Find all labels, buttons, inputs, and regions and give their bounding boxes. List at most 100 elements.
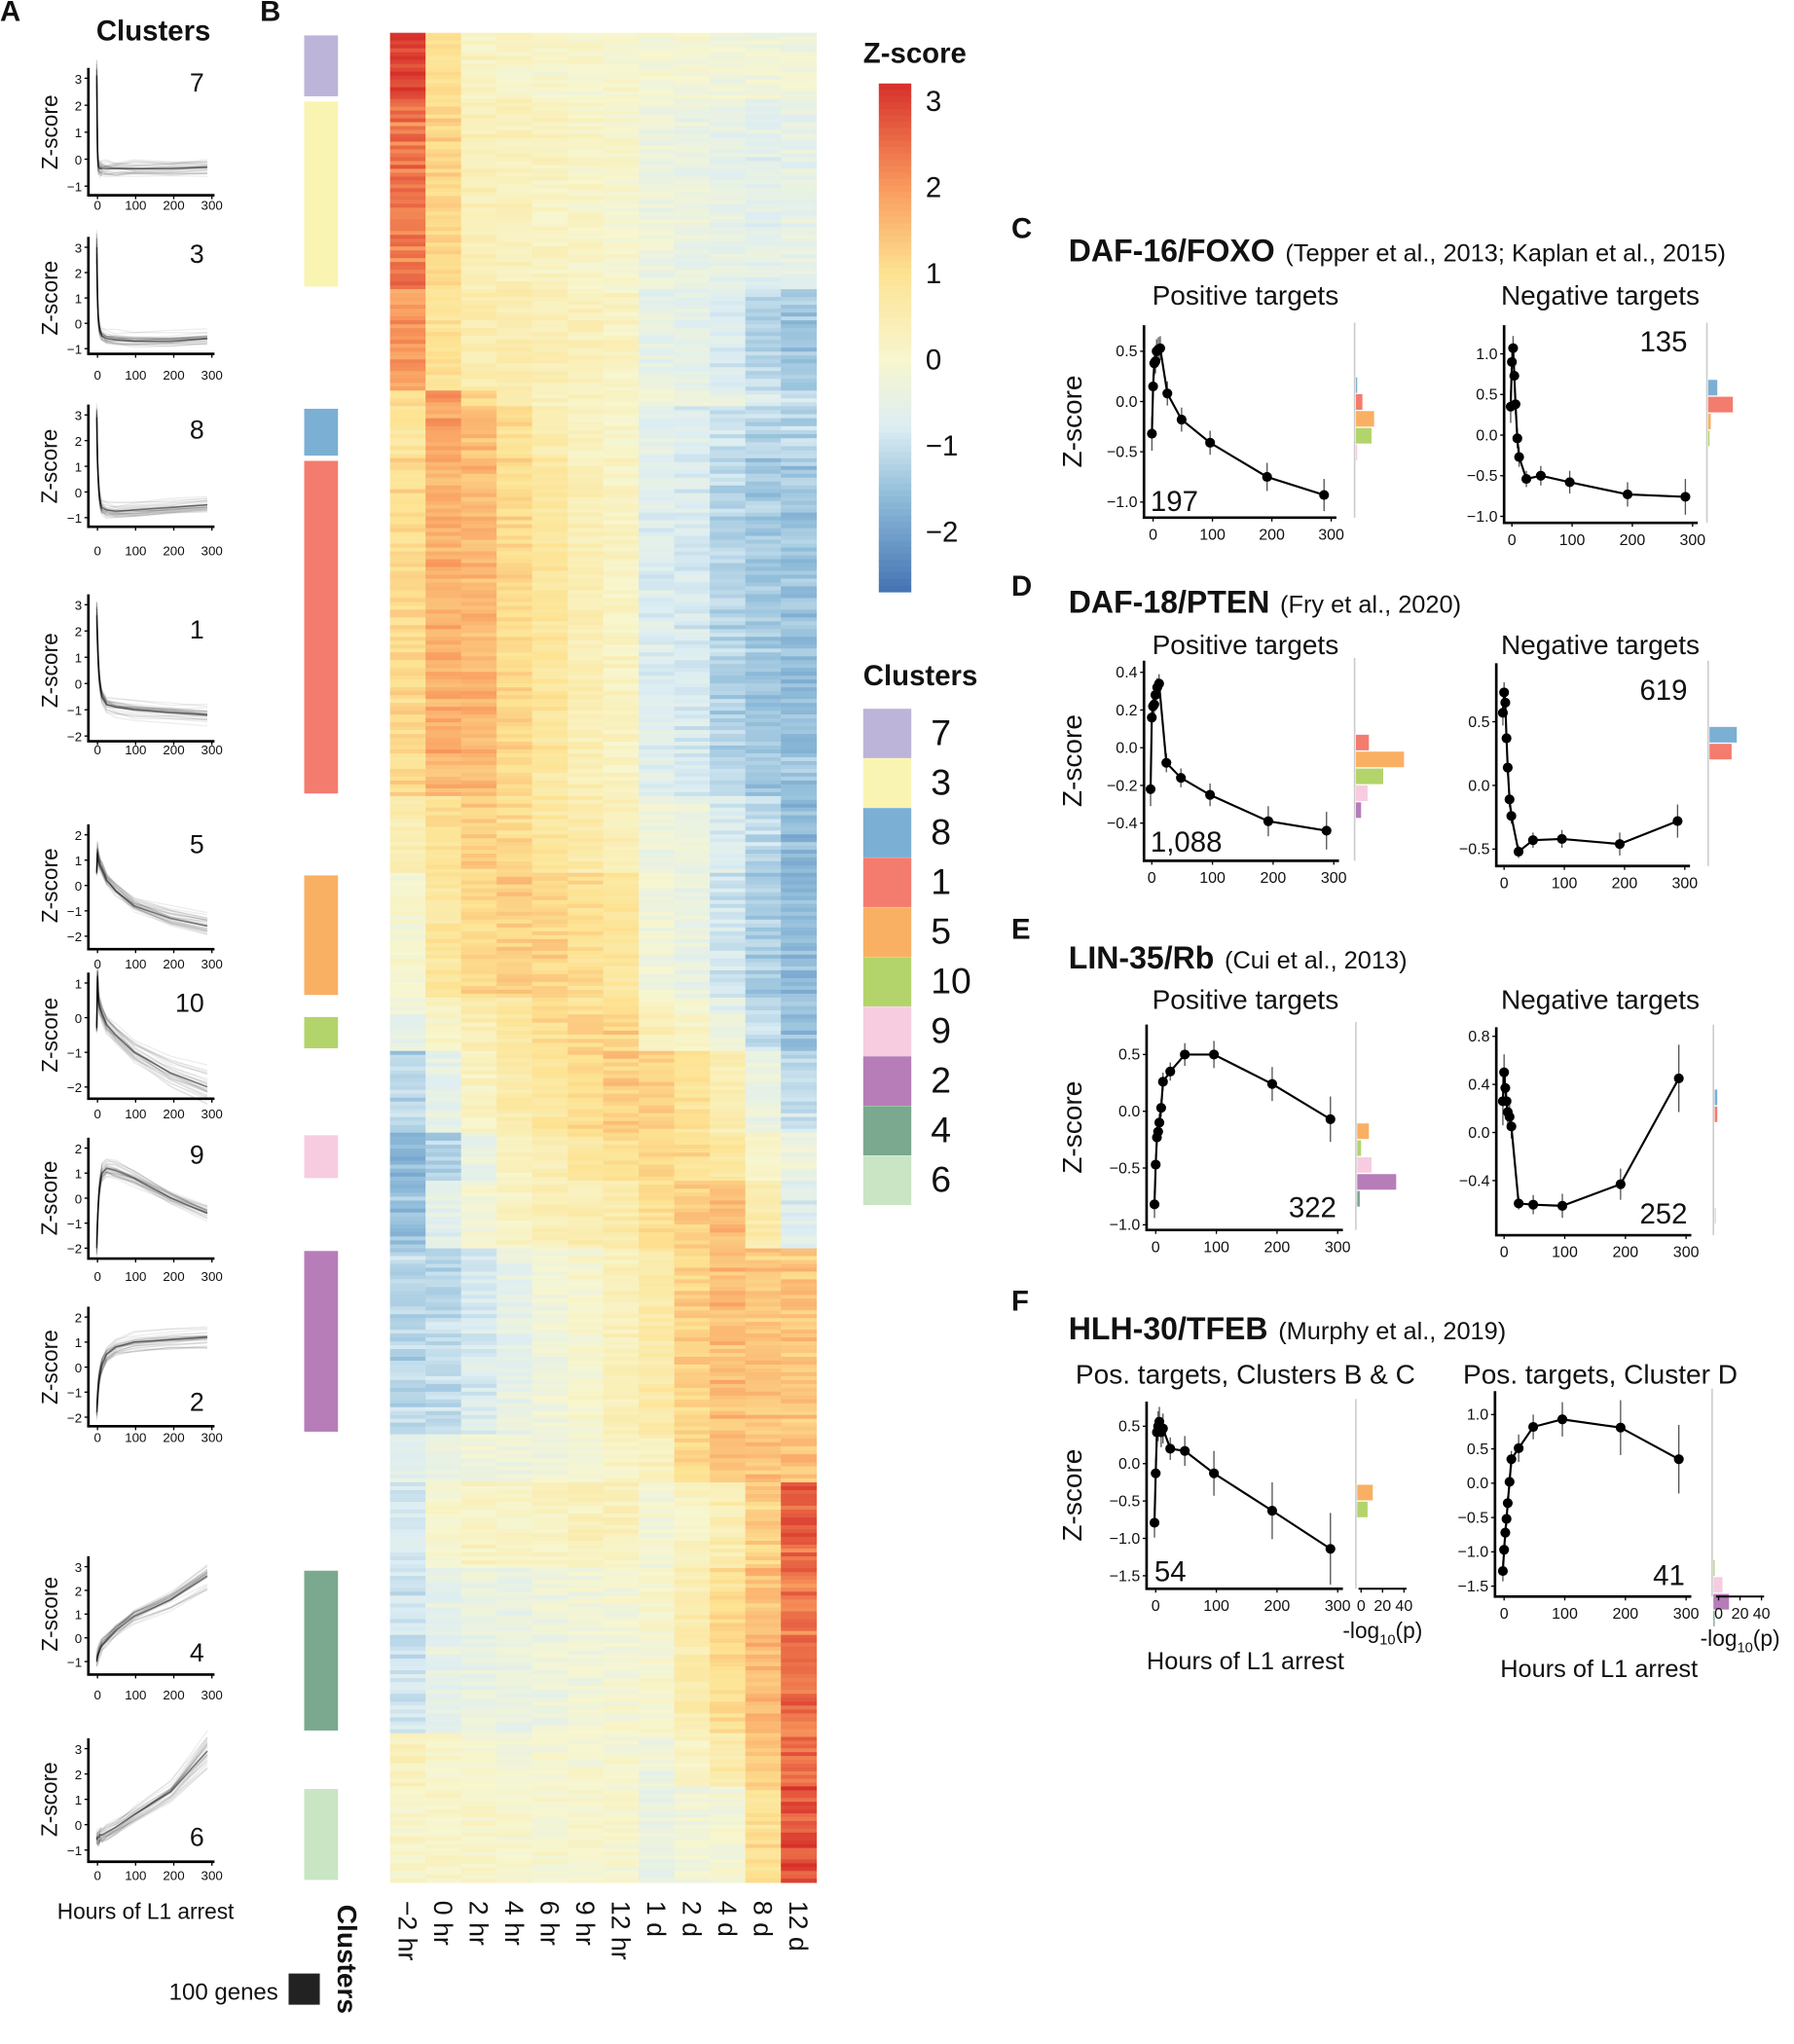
heatmap-cell (425, 1204, 462, 1210)
heatmap-cell (531, 266, 568, 271)
axis-line (87, 824, 215, 951)
heatmap-cell (674, 1410, 711, 1416)
heatmap-cell (745, 1002, 782, 1006)
heatmap-cell (710, 1314, 747, 1319)
heatmap-cell (603, 605, 640, 610)
heatmap-cell (496, 493, 533, 498)
heatmap-cell (781, 768, 818, 774)
heatmap-cell (781, 481, 818, 487)
heatmap-cell (603, 512, 640, 518)
heatmap-cell (531, 1074, 568, 1079)
heatmap-cell (639, 880, 676, 886)
heatmap-cell (389, 1196, 426, 1201)
heatmap-cell (781, 141, 818, 146)
axis-line (87, 1737, 215, 1864)
heatmap-cell (639, 683, 676, 688)
heatmap-cell (460, 324, 497, 329)
heatmap-cell (531, 598, 568, 602)
heatmap-cell (603, 485, 640, 491)
heatmap-cell (460, 1259, 497, 1264)
heatmap-cell (531, 668, 568, 673)
heatmap-cell (460, 1062, 497, 1068)
heatmap-cell (603, 730, 640, 735)
heatmap-cell (460, 854, 497, 858)
heatmap-cell (639, 59, 676, 65)
heatmap-cell (460, 289, 497, 294)
heatmap-cell (674, 126, 711, 130)
heatmap-cell (531, 1232, 568, 1237)
heatmap-cell (603, 87, 640, 92)
heatmap-cell (425, 1438, 462, 1443)
heatmap-cell (710, 83, 747, 89)
heatmap-cell (389, 1333, 426, 1338)
heatmap-cell (567, 79, 604, 85)
heatmap-cell (425, 425, 462, 431)
heatmap-cell (567, 390, 604, 395)
heatmap-cell (389, 594, 426, 599)
heatmap-cell (531, 726, 568, 731)
heatmap-cell (460, 1220, 497, 1225)
heatmap-cell (567, 826, 604, 831)
heatmap-cell (603, 1101, 640, 1107)
heatmap-cell (531, 854, 568, 858)
gene-trace (95, 840, 208, 928)
heatmap-cell (745, 876, 782, 882)
heatmap-cell (710, 838, 747, 843)
heatmap-cell (603, 1326, 640, 1331)
heatmap-cell (710, 1105, 747, 1111)
heatmap-cell (531, 872, 568, 878)
heatmap-cell (567, 590, 604, 595)
heatmap-cell (639, 989, 676, 995)
heatmap-cell (389, 176, 426, 181)
heatmap-cell (603, 211, 640, 216)
heatmap-cell (460, 344, 497, 348)
heatmap-cell (710, 993, 747, 999)
heatmap-cell (496, 942, 533, 948)
heatmap-cell (745, 1101, 782, 1107)
heatmap-cell (745, 854, 782, 858)
heatmap-cell (639, 738, 676, 743)
heatmap-cell (745, 846, 782, 851)
heatmap-cell (531, 1310, 568, 1315)
heatmap-cell (496, 469, 533, 475)
heatmap-cell (496, 520, 533, 526)
heatmap-cell (603, 1204, 640, 1210)
heatmap-cell (389, 834, 426, 839)
gene-trace (95, 1742, 208, 1848)
heatmap-cell (531, 826, 568, 831)
heatmap-cell (531, 512, 568, 518)
heatmap-cell (567, 242, 604, 247)
heatmap-cell (425, 722, 462, 727)
heatmap-cell (496, 1014, 533, 1019)
heatmap-cell (425, 390, 462, 395)
heatmap-cell (781, 207, 818, 212)
heatmap-cell (567, 1383, 604, 1389)
heatmap-cell (567, 402, 604, 407)
heatmap-cell (674, 746, 711, 750)
heatmap-cell (639, 675, 676, 680)
heatmap-cell (496, 1403, 533, 1408)
heatmap-cell (710, 344, 747, 348)
heatmap-cell (745, 516, 782, 522)
heatmap-cell (567, 192, 604, 197)
heatmap-cell (531, 504, 568, 510)
heatmap-cell (674, 1368, 711, 1373)
heatmap-cell (460, 196, 497, 201)
heatmap-cell (460, 1279, 497, 1284)
heatmap-cell (781, 911, 818, 917)
heatmap-cell (674, 907, 711, 913)
heatmap-cell (639, 301, 676, 306)
heatmap-cell (567, 907, 604, 913)
heatmap-cell (603, 807, 640, 813)
heatmap-cell (674, 977, 711, 983)
heatmap-cell (567, 355, 604, 360)
heatmap-cell (674, 1337, 711, 1342)
heatmap-cell (425, 414, 462, 420)
heatmap-cell (639, 1333, 676, 1338)
heatmap-cell (425, 485, 462, 491)
heatmap-cell (781, 137, 818, 142)
heatmap-cell (674, 919, 711, 925)
heatmap-cell (460, 421, 497, 427)
heatmap-cell (389, 772, 426, 778)
heatmap-cell (603, 633, 640, 638)
